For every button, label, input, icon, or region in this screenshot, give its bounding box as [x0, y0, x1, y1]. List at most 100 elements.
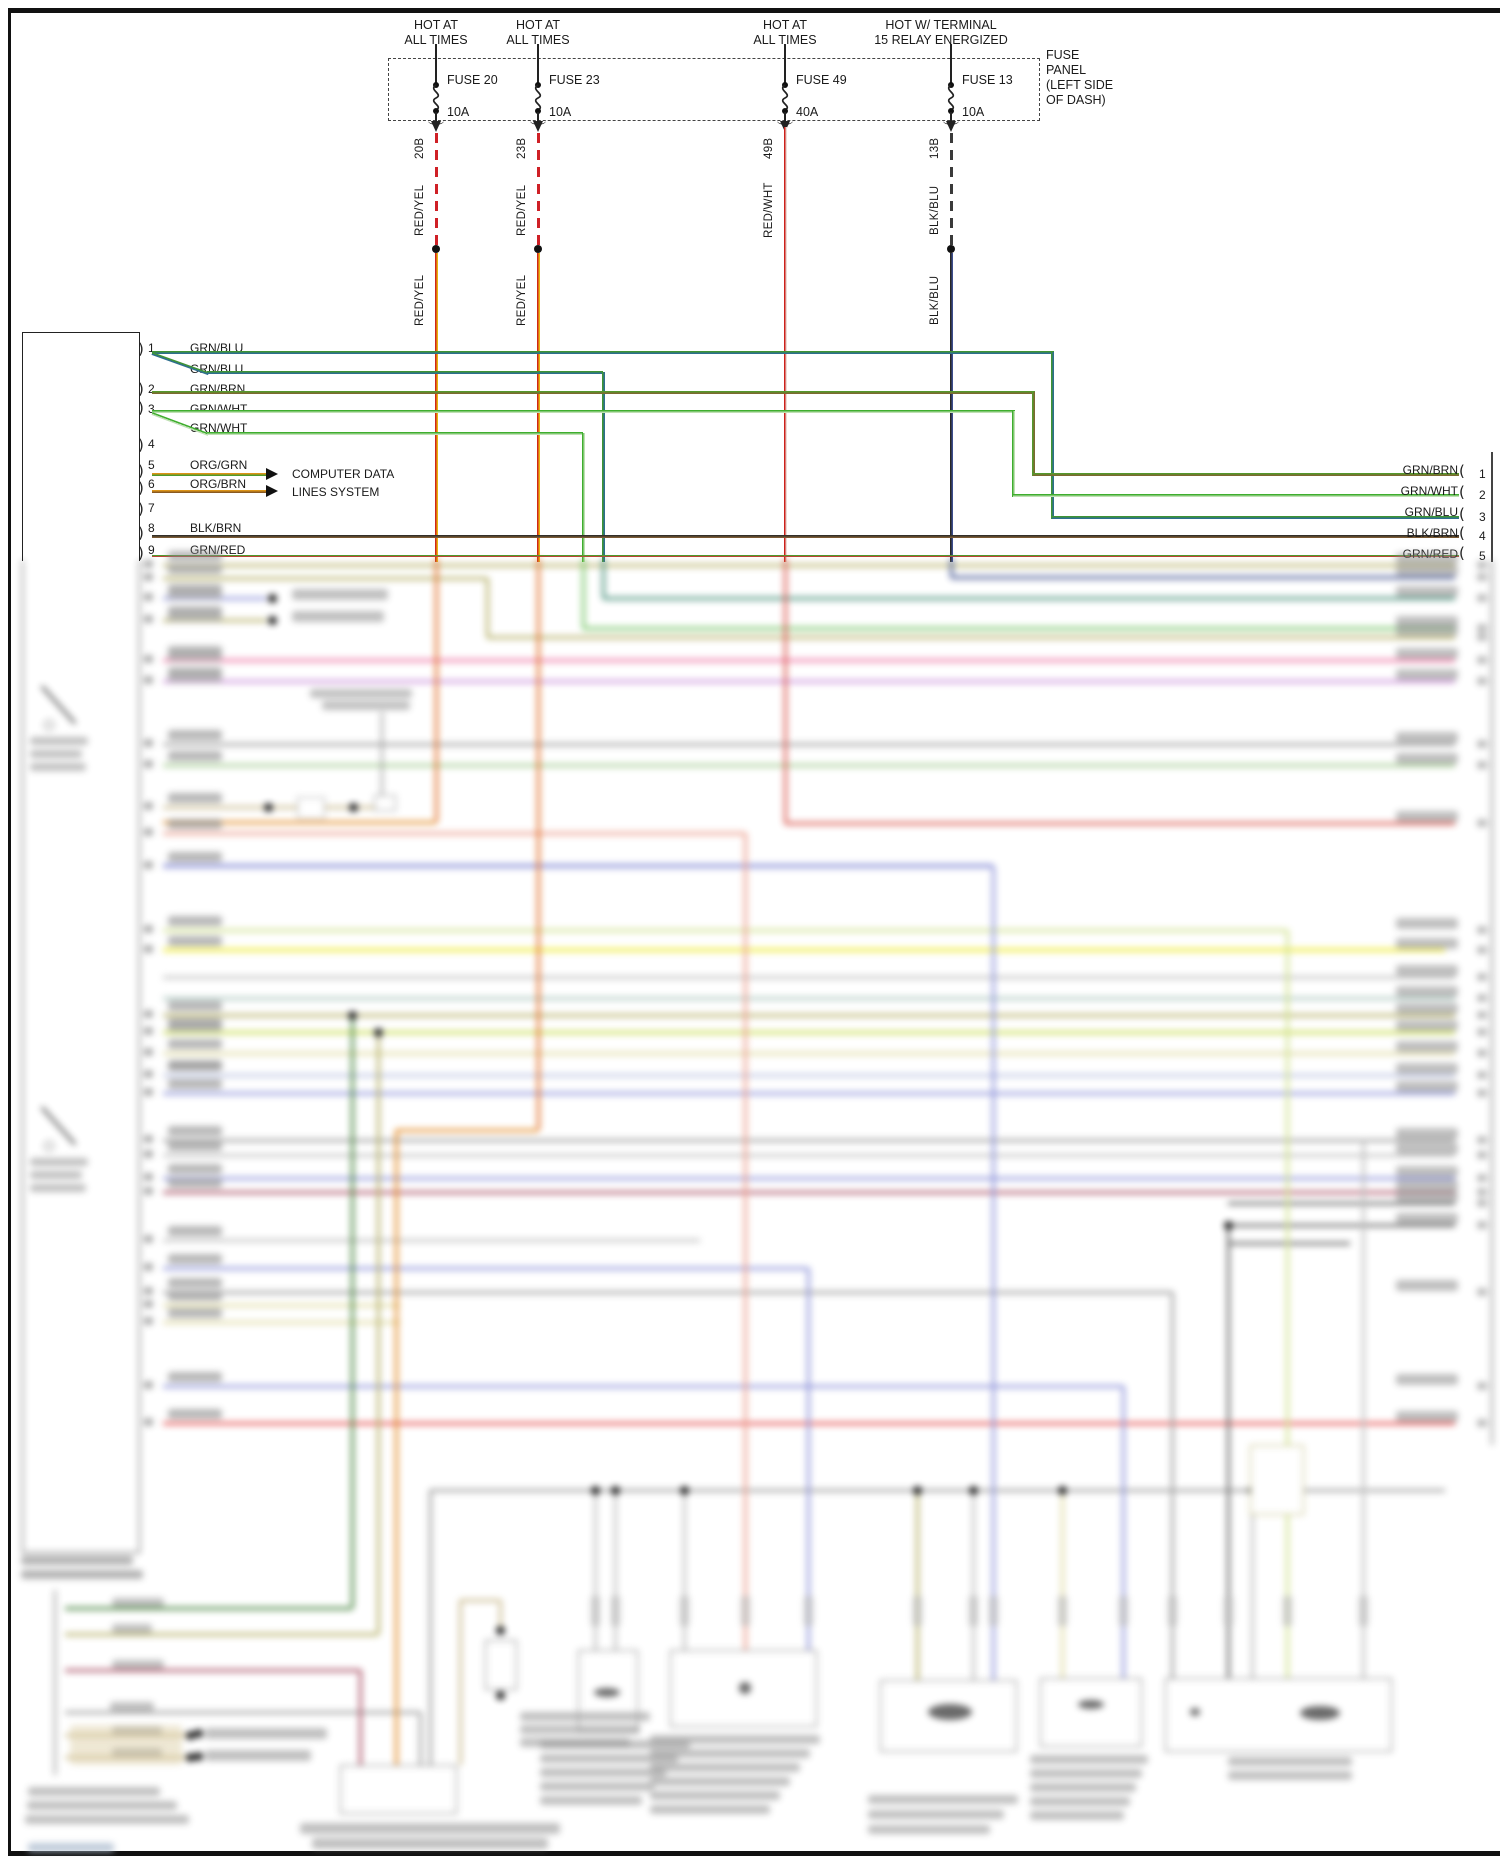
blurred-wire	[603, 596, 1455, 600]
fuse-element-icon	[781, 84, 789, 111]
blurred-wire	[1361, 1140, 1365, 1678]
right-pin-number: 4	[1479, 529, 1486, 543]
blurred-junction-dot	[968, 1485, 978, 1495]
blurred-text	[112, 1660, 164, 1669]
wire-color-label: RED/YEL	[516, 184, 528, 236]
blurred-text	[1396, 1143, 1458, 1154]
wire-segment	[1013, 493, 1459, 497]
blurred-wire	[163, 763, 1455, 767]
left-pin-number: 3	[148, 402, 155, 416]
blurred-element	[1190, 1708, 1200, 1716]
blurred-text	[1477, 740, 1487, 748]
blurred-wire	[485, 578, 489, 637]
blurred-text	[144, 1135, 153, 1143]
blurred-text	[1477, 1049, 1487, 1057]
pin-terminal-arc-icon: )	[138, 500, 144, 518]
blurred-wire	[949, 558, 953, 577]
blurred-wire	[1491, 560, 1493, 1445]
blurred-component-box	[1165, 1678, 1392, 1752]
blurred-text	[144, 1010, 153, 1018]
pin-terminal-arc-icon: )	[138, 544, 144, 562]
pin-terminal-arc-icon: )	[138, 462, 144, 480]
blurred-wire	[430, 1488, 1445, 1492]
blurred-junction-dot	[348, 802, 358, 812]
blurred-text	[144, 1070, 153, 1078]
wire-vertical	[949, 253, 953, 562]
pin-terminal-arc-icon: )	[138, 399, 144, 417]
computer-data-note-line: LINES SYSTEM	[292, 484, 380, 499]
blurred-wire	[458, 1600, 462, 1765]
blurred-wire	[583, 626, 1455, 630]
blurred-connector-stub	[1359, 1596, 1368, 1626]
blurred-text	[292, 611, 384, 622]
blurred-wire	[991, 866, 995, 1682]
fuse-arrow-icon	[945, 121, 956, 132]
hot-label-line1: HOT AT	[414, 18, 458, 32]
blurred-text	[1228, 1757, 1352, 1766]
blurred-text	[168, 730, 222, 740]
blurred-text	[112, 1624, 152, 1633]
blurred-text	[25, 1815, 189, 1824]
wire-color-label: BLK/BLU	[929, 185, 941, 235]
blurred-text	[144, 925, 153, 933]
blurred-text	[1396, 669, 1458, 680]
blurred-text	[168, 1061, 222, 1071]
diagram-blurred-layer	[0, 551, 1500, 1852]
fuse-panel-box	[388, 58, 1040, 121]
blurred-text	[168, 1022, 222, 1032]
blurred-wire	[743, 833, 747, 1652]
blurred-text	[168, 612, 222, 622]
blurred-connector-stub	[969, 1596, 978, 1626]
blurred-text	[1477, 1221, 1487, 1229]
blurred-junction-dot	[267, 615, 277, 625]
blurred-switch-contact	[44, 1141, 54, 1151]
blurred-text	[1477, 594, 1487, 602]
right-pin-number: 2	[1479, 488, 1486, 502]
blurred-wire	[601, 558, 605, 598]
blurred-wire	[581, 558, 585, 628]
blurred-text	[1396, 1128, 1458, 1139]
page-border-top	[8, 8, 1500, 13]
blurred-text	[1477, 1188, 1487, 1196]
blurred-junction-dot	[263, 802, 273, 812]
blurred-text	[1477, 973, 1487, 981]
wire-circuit-code: 23B	[516, 137, 528, 159]
fuse-name: FUSE 20	[447, 73, 498, 87]
blurred-text	[168, 1079, 222, 1089]
left-pin-number: 4	[148, 437, 155, 451]
blurred-wire	[163, 1138, 1455, 1142]
blurred-text	[1030, 1769, 1142, 1778]
blurred-connector-stub	[1283, 1596, 1292, 1626]
wire-segment	[152, 489, 266, 493]
blurred-connector-stub	[611, 1596, 620, 1626]
blurred-junction-dot	[590, 1485, 600, 1495]
wire-exit-arc-icon	[777, 116, 793, 125]
hot-label-line2: ALL TIMES	[404, 33, 468, 47]
blurred-text	[168, 606, 222, 616]
blurred-switch-contact	[44, 720, 54, 730]
blurred-text	[168, 673, 222, 683]
left-pin-wire-label: GRN/WHT	[190, 402, 247, 416]
fuse-terminal-dot	[534, 107, 542, 115]
blurred-wire	[163, 928, 1287, 932]
blurred-text	[540, 1768, 666, 1777]
blurred-text	[30, 1158, 88, 1166]
blurred-wire	[394, 1130, 398, 1765]
blurred-text	[1396, 918, 1458, 929]
blurred-wire	[163, 805, 382, 809]
blurred-text	[144, 828, 153, 836]
blurred-wire	[613, 1490, 617, 1652]
left-pin-number: 9	[148, 543, 155, 557]
blurred-component-box	[1250, 1445, 1304, 1515]
hot-label: HOT AT ALL TIMES	[690, 18, 880, 48]
blurred-module-box	[22, 560, 140, 1553]
blurred-junction-dot	[610, 1485, 620, 1495]
wire-segment	[1052, 515, 1459, 519]
blurred-text	[650, 1749, 810, 1758]
blurred-text	[1396, 648, 1458, 659]
blurred-component-box	[297, 797, 325, 819]
left-pin-wire-label: ORG/GRN	[190, 458, 248, 472]
blurred-text	[1396, 1003, 1458, 1014]
pin-terminal-arc-icon: (	[1459, 462, 1465, 480]
